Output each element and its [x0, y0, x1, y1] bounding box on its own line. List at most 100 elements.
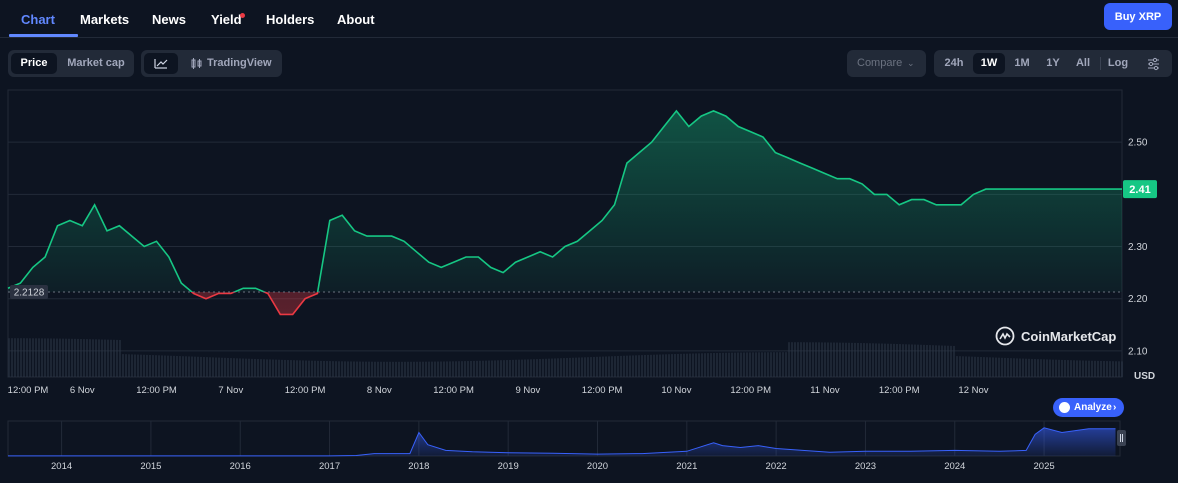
range-1y[interactable]: 1Y: [1046, 57, 1060, 69]
volume-bar: [38, 338, 40, 377]
compare-label: Compare: [857, 57, 903, 69]
mini-navigator[interactable]: 2014 2015 2016 2017 2018 2019 2020 2021 2022 2023…: [7, 420, 1126, 472]
volume-bar: [674, 354, 676, 377]
volume-bar: [320, 360, 322, 377]
range-24h[interactable]: 24h: [944, 57, 964, 69]
analyze-button[interactable]: Analyze ›: [1053, 398, 1124, 417]
compare-dropdown[interactable]: Compare ⌄: [847, 50, 926, 77]
volume-bar: [287, 360, 289, 377]
volume-bar: [497, 360, 499, 377]
volume-bar: [1019, 358, 1021, 377]
x-tick-label-2: 12:00 PM: [136, 385, 177, 396]
y-tick-label-0: 2.10: [1128, 346, 1148, 357]
volume-bar: [461, 361, 463, 377]
range-all[interactable]: All: [1075, 57, 1091, 69]
range-1m[interactable]: 1M: [1014, 57, 1030, 69]
volume-bar: [371, 361, 373, 377]
volume-bar: [86, 339, 88, 377]
volume-bar: [542, 358, 544, 377]
volume-bar: [179, 356, 181, 377]
volume-bar: [791, 342, 793, 377]
volume-bar: [851, 342, 853, 377]
tab-yield[interactable]: Yield: [211, 12, 242, 27]
volume-bar: [767, 352, 769, 377]
x-tick-label-5: 8 Nov: [367, 385, 392, 396]
volume-bar: [896, 343, 898, 377]
volume-bar: [386, 361, 388, 377]
volume-bar: [695, 353, 697, 377]
tab-holders[interactable]: Holders: [266, 12, 315, 27]
log-scale-button[interactable]: Log: [1107, 57, 1129, 69]
analyze-label: Analyze: [1074, 402, 1112, 413]
volume-bar: [476, 360, 478, 377]
volume-bar: [284, 359, 286, 377]
line-chart-button[interactable]: [144, 53, 178, 74]
volume-bar: [431, 361, 433, 377]
settings-button[interactable]: [1138, 53, 1168, 74]
volume-bar: [1073, 360, 1075, 377]
volume-bar: [812, 342, 814, 377]
volume-bar: [1085, 360, 1087, 377]
volume-bar: [323, 360, 325, 377]
volume-bar: [446, 361, 448, 377]
top-nav: Chart Markets News Yield Holders About B…: [0, 0, 1178, 38]
volume-bar: [458, 361, 460, 377]
range-1w[interactable]: 1W: [973, 53, 1005, 74]
volume-bar: [98, 339, 100, 377]
volume-bar: [614, 356, 616, 377]
volume-bar: [1040, 359, 1042, 377]
market-cap-button[interactable]: Market cap: [67, 57, 125, 69]
volume-bar: [383, 361, 385, 377]
volume-bar: [278, 359, 280, 377]
mini-x-tick-label-10: 2024: [944, 461, 965, 472]
tab-chart[interactable]: Chart: [21, 12, 55, 27]
volume-bar: [74, 338, 76, 377]
volume-bar: [473, 360, 475, 377]
volume-bar: [464, 361, 466, 377]
volume-bar: [1118, 361, 1120, 377]
volume-bar: [839, 342, 841, 377]
volume-bar: [728, 352, 730, 377]
volume-bar: [722, 352, 724, 377]
price-button[interactable]: Price: [11, 53, 57, 74]
volume-bar: [17, 338, 19, 377]
volume-bar: [551, 358, 553, 377]
volume-bar: [1109, 361, 1111, 377]
volume-bar: [203, 357, 205, 377]
volume-bar: [932, 345, 934, 377]
mini-range-handle: [1117, 430, 1126, 446]
volume-bar: [860, 343, 862, 377]
volume-bar: [503, 360, 505, 377]
volume-bar: [50, 338, 52, 377]
volume-bar: [107, 339, 109, 377]
volume-bar: [1088, 360, 1090, 377]
volume-bar: [809, 342, 811, 377]
volume-bar: [917, 344, 919, 377]
volume-bar: [629, 355, 631, 377]
tab-about[interactable]: About: [337, 12, 375, 27]
volume-bar: [134, 354, 136, 377]
price-marketcap-toggle: Price Market cap: [8, 50, 134, 77]
volume-bar: [11, 338, 13, 377]
volume-bar: [1034, 359, 1036, 377]
volume-bar: [701, 353, 703, 377]
volume-bar: [251, 358, 253, 377]
volume-bar: [296, 360, 298, 377]
notification-dot: [240, 13, 245, 18]
volume-bar: [950, 345, 952, 377]
tradingview-button[interactable]: TradingView: [185, 53, 275, 74]
volume-bar: [506, 360, 508, 377]
volume-bar: [368, 361, 370, 377]
volume-bar: [689, 353, 691, 377]
tab-news[interactable]: News: [152, 12, 186, 27]
volume-bar: [740, 352, 742, 377]
volume-bar: [536, 359, 538, 377]
volume-bar: [101, 339, 103, 377]
buy-xrp-button[interactable]: Buy XRP: [1104, 3, 1172, 30]
volume-bar: [899, 344, 901, 377]
volume-bar: [725, 352, 727, 377]
volume-bar: [20, 338, 22, 377]
tab-markets[interactable]: Markets: [80, 12, 130, 27]
